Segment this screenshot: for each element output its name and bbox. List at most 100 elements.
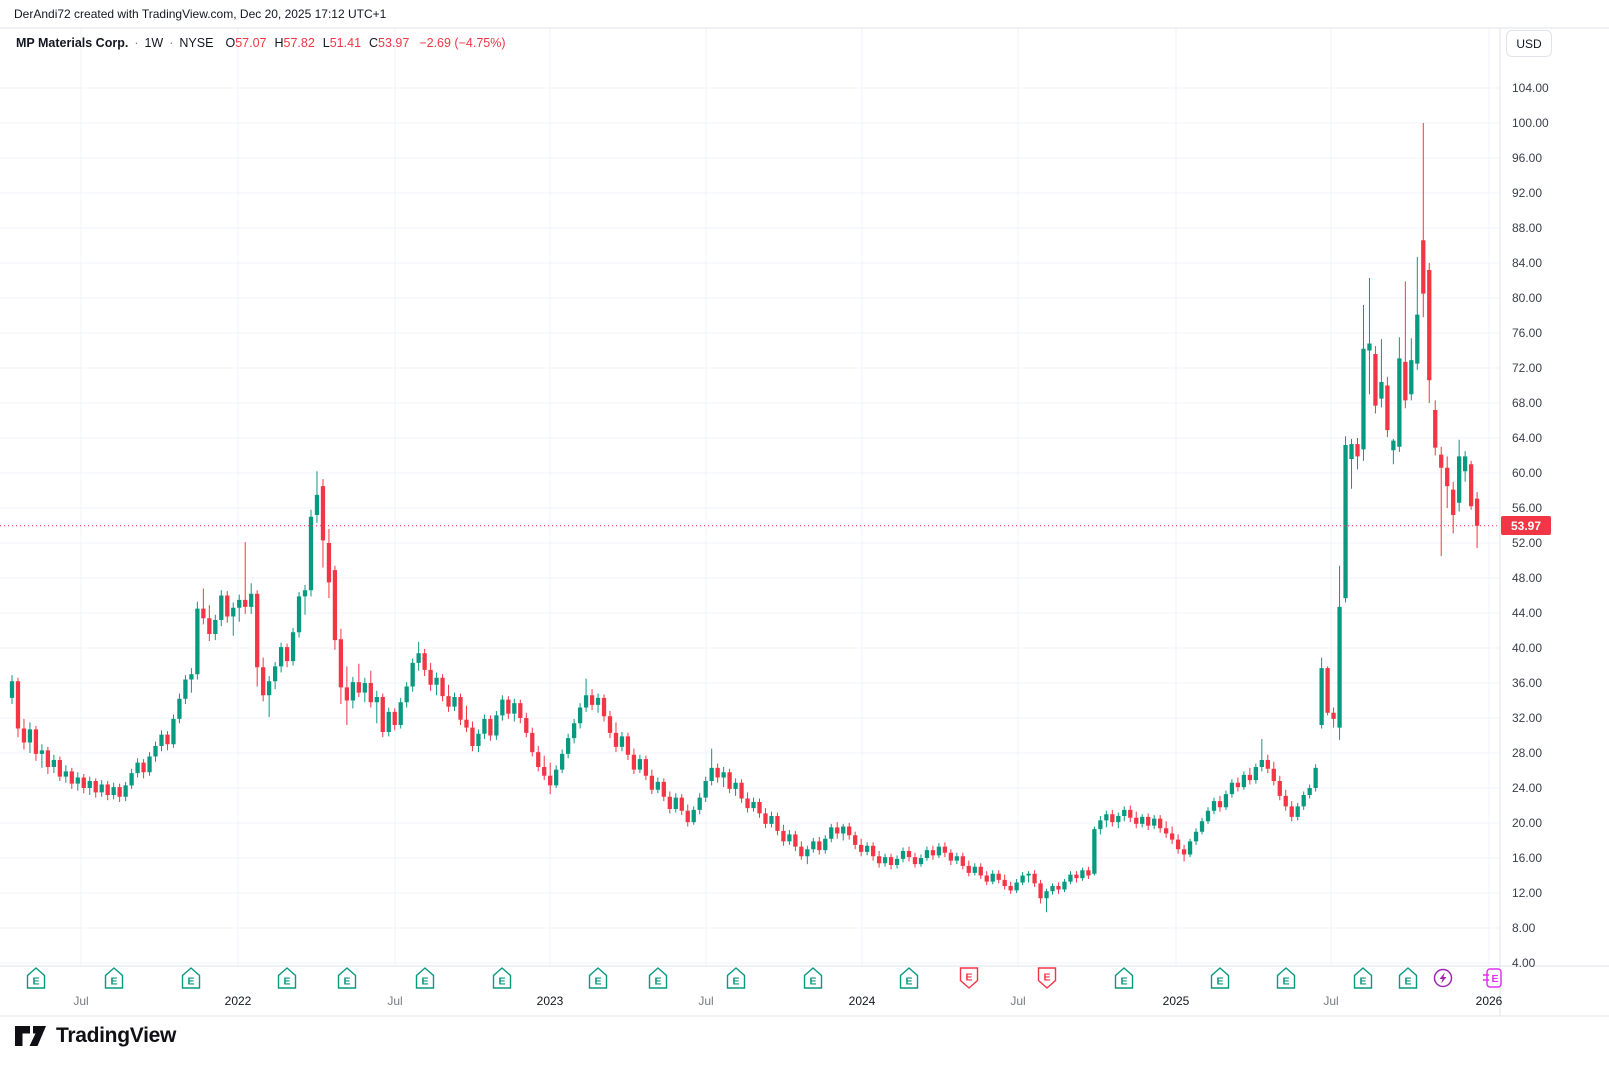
candle [344,666,350,725]
earnings-beat-icon[interactable]: E [277,967,297,989]
candle [942,842,948,858]
candle [147,752,152,776]
earnings-beat-icon[interactable]: E [1353,967,1373,989]
candle [1391,438,1396,465]
candle [1104,810,1109,828]
svg-text:E: E [1043,972,1050,984]
time-tick-label: Jul [1323,994,1339,1008]
candle [930,845,936,860]
candle [267,676,272,718]
candle [63,765,68,783]
candle [159,730,164,752]
candle [1211,797,1217,815]
earnings-beat-icon[interactable]: E [337,967,357,989]
candle [1062,879,1067,893]
candle [1122,806,1127,822]
svg-text:E: E [498,976,505,988]
candle [500,695,505,721]
svg-text:E: E [1359,976,1366,988]
time-tick-label: Jul [1010,994,1026,1008]
candle [1086,866,1091,879]
svg-text:E: E [732,976,739,988]
candle [763,808,768,829]
candle [1056,882,1061,894]
candle [434,672,439,696]
candle [1457,439,1462,512]
candle [464,705,469,732]
earnings-beat-icon[interactable]: E [181,967,201,989]
price-tick-label: 92.00 [1512,186,1543,200]
candle [458,693,463,725]
earnings-beat-icon[interactable]: E [726,967,746,989]
candle [195,601,200,680]
candle [1385,376,1390,438]
price-tick-label: 8.00 [1512,921,1536,935]
symbol-title[interactable]: MP Materials Corp. [16,36,129,50]
candle [751,797,756,812]
candle [548,762,553,795]
earnings-beat-icon[interactable]: E [104,967,124,989]
svg-text:E: E [1282,976,1289,988]
earnings-beat-icon[interactable]: E [26,967,46,989]
candle [1050,883,1055,895]
candle [948,849,953,865]
candles-layer[interactable] [0,123,1500,913]
time-tick-label: 2024 [848,994,876,1008]
candle [1068,871,1073,885]
candle [703,776,708,802]
earnings-miss-icon[interactable]: E [1037,967,1057,989]
candle [571,718,577,744]
earnings-beat-icon[interactable]: E [899,967,919,989]
candle [33,725,39,761]
candle [936,843,942,858]
candle [727,768,732,794]
symbol-interval[interactable]: 1W [144,36,164,50]
earnings-beat-icon[interactable]: E [648,967,668,989]
earnings-beat-icon[interactable]: E [588,967,608,989]
earnings-miss-icon[interactable]: E [959,967,979,989]
candle [894,855,900,869]
candle [829,823,834,843]
candle [1199,817,1205,835]
candle [261,657,266,702]
candle [799,841,804,860]
candle [27,722,33,753]
earnings-beat-icon[interactable]: E [1398,967,1418,989]
price-tick-label: 68.00 [1512,396,1543,410]
currency-button[interactable]: USD [1506,30,1552,57]
ohlc-l-value: L51.41 [322,36,362,50]
candle [1253,763,1258,784]
svg-text:E: E [1120,976,1127,988]
candle [189,668,194,693]
candle [637,754,643,774]
candle [787,830,792,845]
candle [583,678,589,712]
candle [326,529,332,599]
earnings-beat-icon[interactable]: E [1276,967,1296,989]
special-event-lightning-icon[interactable] [1433,968,1453,988]
earnings-beat-icon[interactable]: E [1210,967,1230,989]
candle [57,756,62,781]
candle [1343,436,1348,603]
candle [823,835,828,854]
earnings-beat-icon[interactable]: E [492,967,512,989]
candle [1474,492,1480,549]
candle [1038,879,1043,904]
candle [207,605,212,641]
price-tick-label: 76.00 [1512,326,1543,340]
earnings-beat-icon[interactable]: E [803,967,823,989]
candle [811,837,816,853]
candle [709,748,714,786]
candle [1415,256,1420,370]
earnings-beat-icon[interactable]: E [1114,967,1134,989]
candle [853,831,858,850]
svg-text:E: E [654,976,661,988]
candle [488,715,493,741]
candle [1116,812,1121,829]
candle [1002,874,1007,890]
price-tick-label: 96.00 [1512,151,1543,165]
upcoming-earnings-icon[interactable]: E [1483,968,1502,988]
earnings-beat-icon[interactable]: E [415,967,435,989]
tradingview-logo[interactable]: TradingView [14,1024,176,1048]
